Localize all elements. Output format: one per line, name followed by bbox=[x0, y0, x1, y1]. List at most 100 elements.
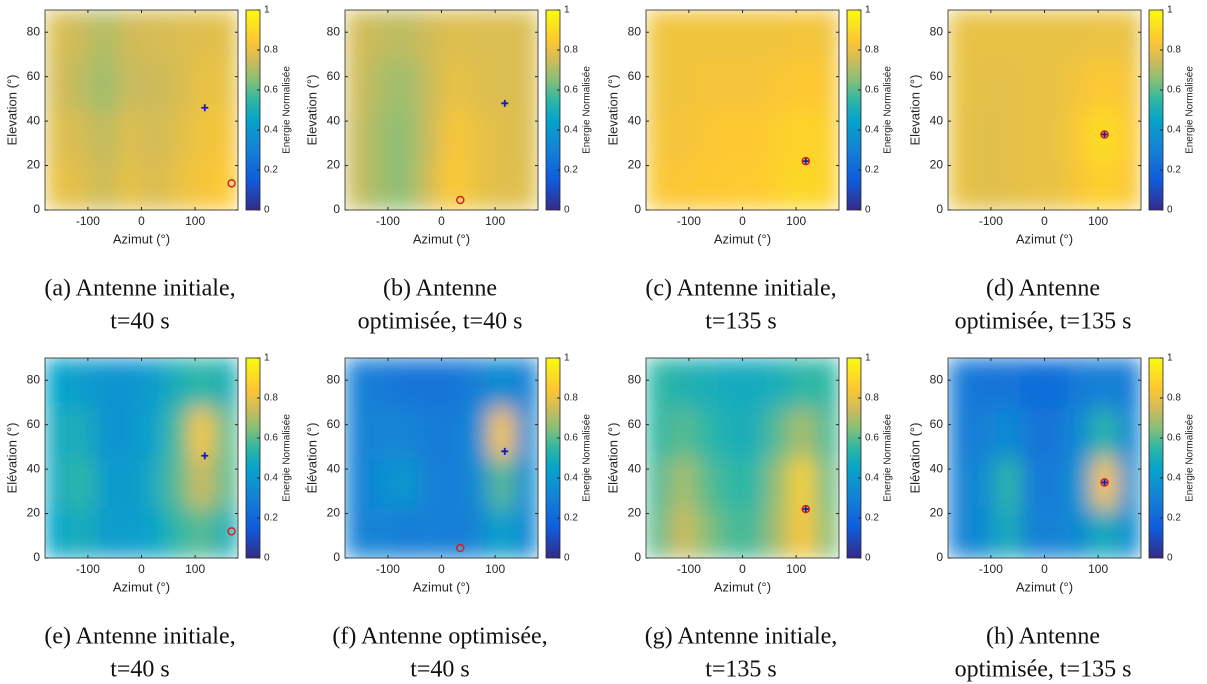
x-tick-label: 100 bbox=[1088, 562, 1108, 576]
heatmap-cell bbox=[417, 160, 442, 211]
heatmap-cell bbox=[996, 458, 1021, 509]
heatmap-cell bbox=[369, 408, 394, 459]
heatmap-cell bbox=[1092, 408, 1118, 459]
x-tick-label: -100 bbox=[76, 562, 100, 576]
colorbar-tick-label: 0.8 bbox=[865, 393, 879, 404]
heatmap-cell bbox=[417, 358, 442, 409]
heatmap-cell bbox=[1044, 160, 1070, 211]
x-tick-label: -100 bbox=[376, 214, 400, 228]
heatmap-cell bbox=[117, 458, 142, 509]
y-tick-label: 80 bbox=[628, 372, 642, 386]
heatmap-cell bbox=[93, 408, 118, 459]
heatmap-cell bbox=[45, 160, 70, 211]
heatmap-cell bbox=[189, 508, 215, 559]
marker-circle bbox=[456, 543, 465, 553]
heatmap-cell bbox=[117, 110, 142, 161]
y-tick-label: 80 bbox=[628, 24, 642, 38]
colorbar-tick-label: 0.2 bbox=[1167, 165, 1181, 176]
y-tick-label: 0 bbox=[936, 202, 943, 216]
colorbar bbox=[846, 357, 862, 559]
heatmap-cell bbox=[790, 458, 816, 509]
heatmap-cell bbox=[814, 408, 840, 459]
marker-plus bbox=[802, 157, 810, 165]
caption: (h) Antenne bbox=[986, 624, 1100, 650]
colorbar-label: Energie Normalisée bbox=[1185, 66, 1196, 154]
colorbar-tick-label: 0.6 bbox=[865, 85, 879, 96]
heatmap-cell bbox=[790, 508, 816, 559]
heatmap-cell bbox=[45, 60, 70, 111]
marker-plus bbox=[1101, 130, 1109, 138]
y-tick-label: 20 bbox=[327, 158, 341, 172]
heatmap-cell bbox=[45, 358, 70, 409]
colorbar-tick-label: 0.2 bbox=[865, 513, 879, 524]
heatmap-cell bbox=[1020, 10, 1045, 61]
x-axis-label: Azimut (°) bbox=[714, 579, 771, 594]
colorbar-tick-label: 0 bbox=[564, 553, 570, 564]
colorbar-tick-label: 0.2 bbox=[264, 165, 278, 176]
y-axis-label: Elévation (°) bbox=[605, 423, 620, 494]
heatmap-cell bbox=[513, 358, 539, 409]
heatmap-cell bbox=[69, 508, 94, 559]
colorbar-tick-label: 0.6 bbox=[1167, 433, 1181, 444]
heatmap-cell bbox=[345, 508, 370, 559]
heatmap-cell bbox=[369, 160, 394, 211]
y-axis-label: Élévation (°) bbox=[304, 423, 319, 494]
y-tick-label: 40 bbox=[628, 461, 642, 475]
heatmap bbox=[948, 10, 1142, 211]
heatmap-cell bbox=[670, 358, 695, 409]
heatmap-cell bbox=[165, 358, 191, 409]
heatmap-cell bbox=[948, 508, 973, 559]
heatmap-cell bbox=[465, 60, 491, 111]
y-tick-label: 20 bbox=[27, 158, 41, 172]
colorbar-tick-label: 0.6 bbox=[865, 433, 879, 444]
colorbar-tick-label: 0 bbox=[264, 553, 270, 564]
heatmap-cell bbox=[972, 10, 997, 61]
heatmap-cell bbox=[513, 408, 539, 459]
x-tick-label: -100 bbox=[677, 214, 701, 228]
heatmap-cell bbox=[646, 458, 671, 509]
colorbar-tick-label: 1 bbox=[865, 5, 871, 16]
colorbar-tick-label: 0.2 bbox=[1167, 513, 1181, 524]
heatmap-cell bbox=[694, 508, 719, 559]
heatmap-cell bbox=[996, 408, 1021, 459]
y-axis-label: Elevation (°) bbox=[907, 75, 922, 146]
heatmap-cell bbox=[165, 458, 191, 509]
heatmap-cell bbox=[972, 160, 997, 211]
heatmap-cell bbox=[465, 358, 491, 409]
colorbar-tick-label: 0 bbox=[1167, 553, 1173, 564]
heatmap-cell bbox=[165, 408, 191, 459]
heatmap-cell bbox=[766, 10, 792, 61]
colorbar-tick-label: 0 bbox=[564, 205, 570, 216]
heatmap-cell bbox=[718, 508, 743, 559]
x-tick-label: 0 bbox=[438, 562, 445, 576]
x-axis-label: Azimut (°) bbox=[113, 231, 170, 246]
heatmap-cell bbox=[948, 458, 973, 509]
heatmap-cell bbox=[345, 408, 370, 459]
heatmap-cell bbox=[117, 508, 142, 559]
heatmap-cell bbox=[141, 10, 167, 61]
heatmap-cell bbox=[1068, 60, 1094, 111]
heatmap-cell bbox=[766, 160, 792, 211]
heatmap-cell bbox=[213, 10, 239, 61]
heatmap-cell bbox=[646, 408, 671, 459]
heatmap-cell bbox=[1116, 110, 1142, 161]
y-tick-label: 0 bbox=[333, 550, 340, 564]
heatmap-cell bbox=[1092, 508, 1118, 559]
heatmap-cell bbox=[790, 358, 816, 409]
y-tick-label: 20 bbox=[628, 158, 642, 172]
heatmap-cell bbox=[69, 358, 94, 409]
heatmap-cell bbox=[213, 408, 239, 459]
colorbar-tick-label: 1 bbox=[564, 5, 570, 16]
colorbar bbox=[846, 9, 862, 211]
colorbar-tick-label: 0.8 bbox=[564, 45, 578, 56]
heatmap-cell bbox=[165, 110, 191, 161]
heatmap-cell bbox=[489, 110, 515, 161]
heatmap-cell bbox=[646, 358, 671, 409]
x-tick-label: 100 bbox=[485, 562, 505, 576]
y-tick-label: 80 bbox=[327, 372, 341, 386]
marker-circle bbox=[227, 527, 236, 536]
y-tick-label: 40 bbox=[930, 461, 944, 475]
caption: t=40 s bbox=[410, 657, 470, 683]
x-tick-label: 0 bbox=[1041, 562, 1048, 576]
